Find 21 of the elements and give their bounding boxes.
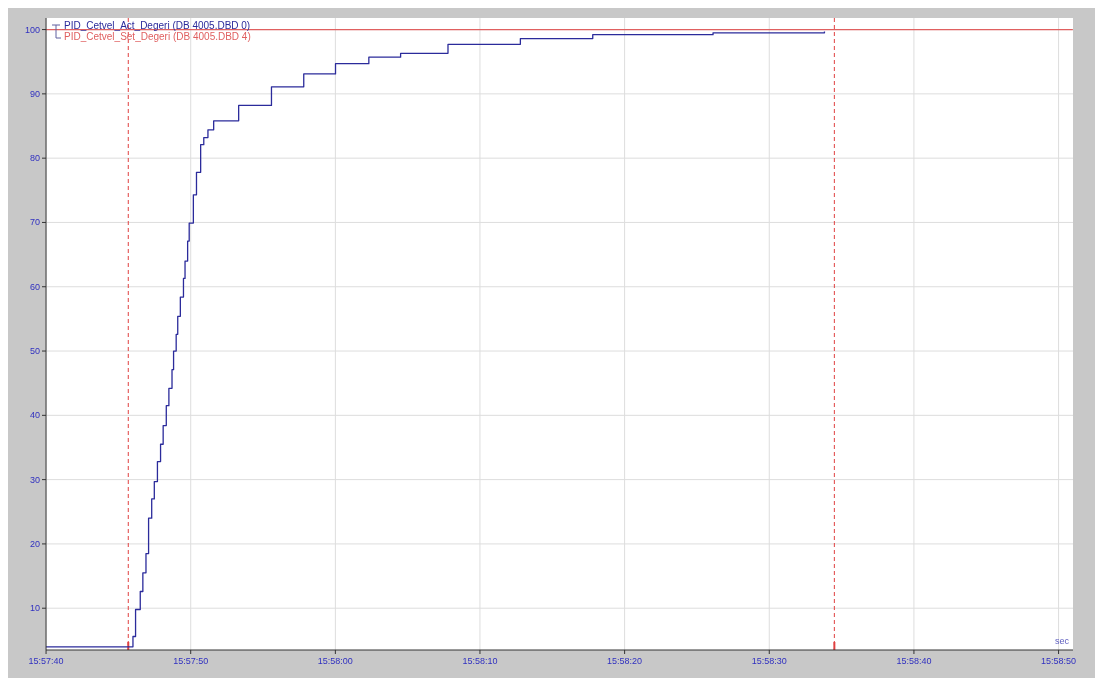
y-tick-label: 20 xyxy=(29,538,40,549)
x-tick-label: 15:57:40 xyxy=(28,656,64,666)
x-axis-title: sec xyxy=(1054,636,1070,646)
x-tick-label: 15:58:10 xyxy=(462,656,498,666)
y-tick-label: 90 xyxy=(29,88,40,99)
y-tick-label: 30 xyxy=(29,474,40,485)
text: PID_Cetvel_Act_Degeri (DB 4005.DBD 0) xyxy=(64,20,251,31)
x-tick-label: 15:57:50 xyxy=(173,656,209,666)
series-label: PID_Cetvel_Set_Degeri (DB 4005.DBD 4) xyxy=(64,31,251,42)
x-tick-label: 15:58:20 xyxy=(607,656,643,666)
y-tick-label: 70 xyxy=(29,217,40,228)
y-tick-label: 40 xyxy=(29,410,40,421)
x-tick-label: 15:58:50 xyxy=(1041,656,1077,666)
y-tick-label: 60 xyxy=(29,281,40,292)
y-tick-label: 100 xyxy=(24,24,40,35)
y-tick-label: 10 xyxy=(29,603,40,614)
x-tick-label: 15:58:30 xyxy=(751,656,787,666)
y-tick-label: 50 xyxy=(29,346,40,357)
x-tick-label: 15:58:00 xyxy=(317,656,353,666)
x-tick-label: 15:58:40 xyxy=(896,656,932,666)
y-tick-label: 80 xyxy=(29,153,40,164)
